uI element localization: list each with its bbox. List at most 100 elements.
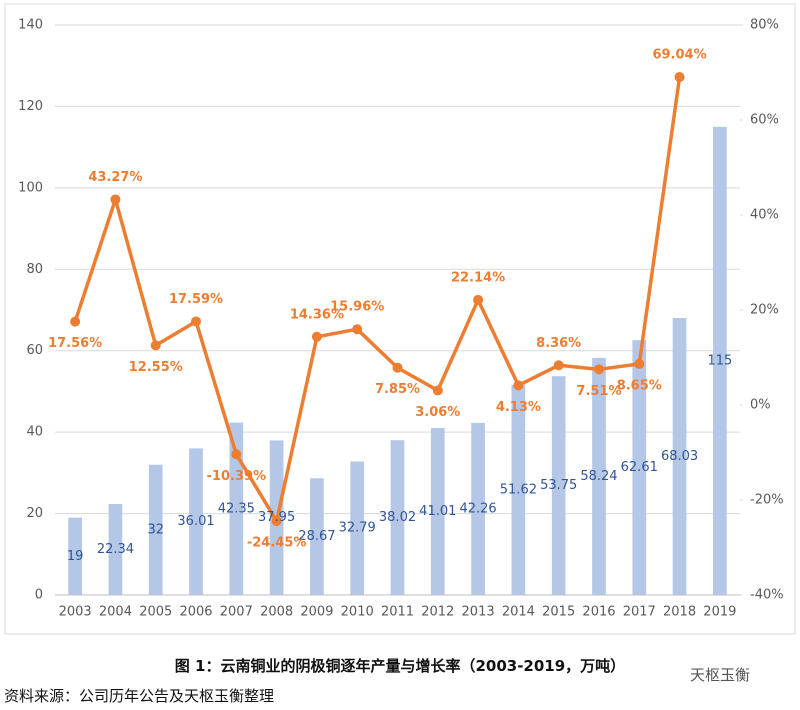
chart-border [4, 3, 796, 635]
bar-value-label: 53.75 [540, 478, 577, 493]
x-tick-label: 2004 [99, 605, 132, 620]
line-marker [271, 516, 282, 527]
x-tick-label: 2016 [582, 605, 615, 620]
line-value-label: 12.55% [129, 360, 183, 375]
line-value-label: 22.14% [451, 270, 505, 285]
x-tick-label: 2006 [179, 605, 212, 620]
line-value-label: 43.27% [88, 170, 142, 185]
line-value-label: 8.36% [536, 336, 581, 351]
x-tick-label: 2013 [462, 605, 495, 620]
line-marker [432, 385, 443, 396]
bar [350, 461, 365, 595]
line-value-label: 3.06% [415, 405, 460, 420]
y-tick-label: 120 [18, 99, 43, 114]
line-value-label: 14.36% [290, 307, 344, 322]
line-value-label: 17.56% [48, 336, 102, 351]
bar-value-label: 68.03 [661, 449, 698, 464]
x-tick-label: 2018 [663, 605, 696, 620]
line-value-label: 7.85% [375, 382, 420, 397]
x-tick-label: 2005 [139, 605, 172, 620]
line-marker [311, 331, 322, 342]
line-marker [352, 324, 363, 335]
bar-value-label: 32 [147, 522, 164, 537]
bar [148, 464, 163, 595]
bar [632, 340, 647, 595]
watermark: 天枢玉衡 [690, 666, 751, 684]
line-value-label: 4.13% [496, 400, 541, 415]
bar [592, 357, 606, 595]
bar [310, 478, 324, 595]
bar-value-label: 37.95 [258, 510, 295, 525]
bar [68, 517, 82, 595]
bar-value-label: 62.61 [621, 460, 658, 475]
x-tick-label: 2003 [59, 605, 92, 620]
bar-value-label: 41.01 [419, 504, 456, 519]
x-tick-label: 2014 [502, 605, 535, 620]
x-tick-label: 2007 [220, 605, 253, 620]
x-tick-label: 2017 [623, 605, 656, 620]
y2-tick-label: 40% [750, 208, 779, 223]
bar-value-label: 28.67 [298, 529, 335, 544]
bar-value-label: 115 [707, 353, 732, 368]
y-tick-label: 80 [26, 262, 43, 277]
y2-tick-label: 80% [750, 18, 779, 33]
bar-value-label: 51.62 [500, 482, 537, 497]
line-marker [593, 364, 604, 375]
bar [108, 504, 123, 595]
bar [511, 384, 526, 595]
x-tick-label: 2019 [703, 605, 736, 620]
line-value-label: 17.59% [169, 292, 223, 307]
line-marker [634, 358, 645, 369]
bar-value-label: 42.26 [459, 501, 496, 516]
chart: 0 20 40 60 80 100 120 140 -40% -20% 0% 20% 40% 60% 80%… [4, 3, 796, 635]
bar [713, 126, 727, 596]
x-tick-label: 2015 [542, 605, 575, 620]
caption: 图 1：云南铜业的阴极铜逐年产量与增长率（2003-2019，万吨） [174, 657, 626, 675]
bar [430, 428, 445, 595]
y-tick-label: 40 [26, 425, 43, 440]
y-tick-label: 60 [26, 343, 43, 358]
bar [189, 448, 203, 595]
line-marker [674, 72, 685, 83]
line-marker [191, 316, 202, 327]
bar [471, 422, 485, 595]
line-marker [513, 380, 524, 391]
y-tick-label: 140 [18, 18, 43, 33]
bar-value-label: 36.01 [177, 514, 214, 529]
y-tick-label: 0 [35, 588, 43, 603]
line-marker [231, 449, 242, 460]
line-marker [150, 340, 161, 351]
line [73, 76, 682, 523]
y2-tick-label: -40% [750, 588, 784, 603]
bar [390, 440, 405, 595]
line-marker [110, 194, 121, 205]
bar-value-label: 19 [67, 549, 84, 564]
line-value-label: 7.51% [576, 384, 621, 399]
x-tick-label: 2009 [300, 605, 333, 620]
y2-tick-label: -20% [750, 493, 784, 508]
bar-value-label: 22.34 [97, 542, 134, 557]
y2-tick-label: 60% [750, 113, 779, 128]
y2-tick-label: 0% [750, 398, 771, 413]
bar-value-label: 58.24 [580, 469, 617, 484]
line-value-label: 8.65% [617, 378, 662, 393]
line-value-label: -24.45% [247, 536, 307, 551]
bar-value-label: 42.35 [218, 501, 255, 516]
y-tick-label: 100 [18, 180, 43, 195]
line-value-label: 69.04% [652, 48, 706, 63]
y-tick-label: 20 [26, 506, 43, 521]
line-value-label: -10.39% [207, 469, 267, 484]
line-marker [392, 362, 403, 373]
bar [551, 376, 566, 595]
x-tick-label: 2012 [421, 605, 454, 620]
bar [672, 318, 687, 595]
y2-tick-label: 20% [750, 303, 779, 318]
bar-value-label: 32.79 [339, 521, 376, 536]
line-value-label: 15.96% [330, 300, 384, 315]
x-tick-label: 2008 [260, 605, 293, 620]
x-tick-label: 2010 [341, 605, 374, 620]
line-marker [473, 294, 484, 305]
bar [229, 422, 244, 595]
source: 资料来源：公司历年公告及天枢玉衡整理 [4, 687, 275, 705]
